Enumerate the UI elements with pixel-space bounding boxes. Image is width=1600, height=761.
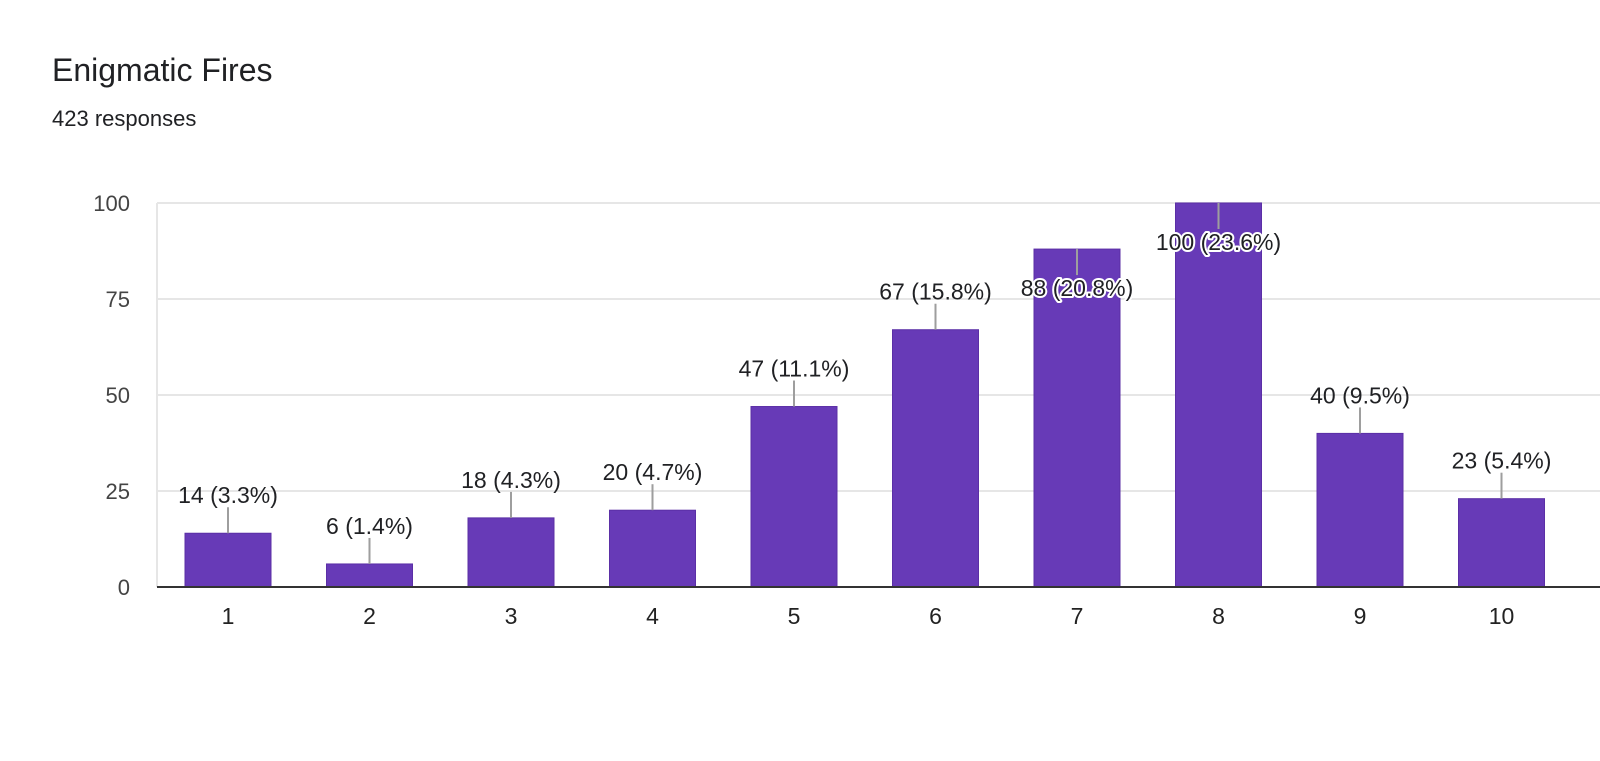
x-tick-label: 6 <box>929 603 942 629</box>
y-tick-label: 50 <box>106 383 130 408</box>
chart-title: Enigmatic Fires <box>52 52 273 88</box>
bar <box>1458 498 1545 588</box>
bar <box>750 406 838 588</box>
y-tick-label: 75 <box>106 287 130 312</box>
data-label: 47 (11.1%) <box>739 356 850 382</box>
bar <box>326 563 413 588</box>
data-label: 14 (3.3%) <box>178 482 278 508</box>
bar <box>184 532 272 588</box>
data-label: 88 (20.8%) <box>1021 275 1134 301</box>
bar <box>892 329 979 588</box>
x-tick-label: 8 <box>1212 603 1225 629</box>
axes: 0 25 50 75 100 1 2 3 4 5 6 7 8 9 10 <box>93 191 1600 629</box>
y-tick-label: 0 <box>118 575 130 600</box>
labels: 14 (3.3%) 6 (1.4%) 18 (4.3%) 20 (4.7%) 47 (1… <box>178 203 1551 564</box>
response-count: 423 responses <box>52 106 197 131</box>
bar <box>467 517 555 588</box>
x-tick-label: 7 <box>1071 603 1084 629</box>
data-label: 6 (1.4%) <box>326 513 413 539</box>
x-tick-label: 9 <box>1354 603 1367 629</box>
gridlines <box>156 202 1600 587</box>
data-label: 20 (4.7%) <box>603 459 703 485</box>
y-tick-label: 100 <box>93 191 130 216</box>
data-label: 67 (15.8%) <box>879 279 992 305</box>
x-tick-label: 1 <box>222 603 235 629</box>
bar <box>1316 432 1404 588</box>
data-label: 23 (5.4%) <box>1452 448 1552 474</box>
x-tick-label: 4 <box>646 603 659 629</box>
data-label: 18 (4.3%) <box>461 467 561 493</box>
x-tick-label: 5 <box>788 603 801 629</box>
bar <box>1175 202 1262 588</box>
x-tick-label: 10 <box>1489 603 1515 629</box>
x-tick-label: 3 <box>505 603 518 629</box>
data-label: 100 (23.6%) <box>1156 229 1281 255</box>
bars <box>184 202 1545 588</box>
bar <box>609 509 696 588</box>
x-tick-label: 2 <box>363 603 376 629</box>
bar <box>1033 248 1121 588</box>
data-label: 40 (9.5%) <box>1310 382 1410 408</box>
y-tick-label: 25 <box>106 479 130 504</box>
